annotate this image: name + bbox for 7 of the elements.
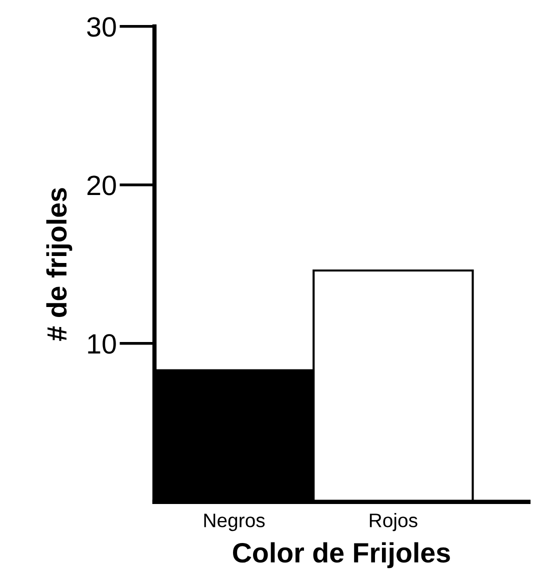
- y-tick-label: 10: [88, 334, 116, 354]
- y-axis-title: # de frijoles: [46, 188, 72, 341]
- y-tick-label: 30: [87, 17, 116, 37]
- y-tick-label: 20: [87, 176, 116, 196]
- x-tick-label: Rojos: [370, 512, 418, 532]
- x-tick-label: Negros: [204, 514, 265, 532]
- x-axis-title: Color de Frijoles: [233, 542, 450, 568]
